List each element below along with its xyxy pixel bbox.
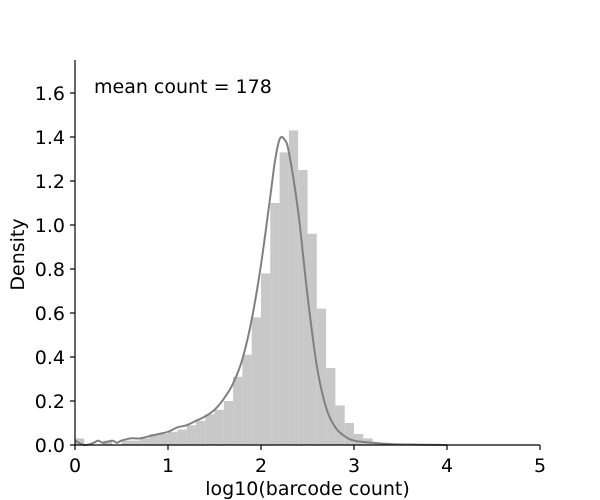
histogram-bar	[298, 170, 308, 445]
histogram-bar	[242, 354, 252, 445]
histogram-bar	[335, 405, 345, 445]
x-tick-label: 0	[69, 455, 81, 477]
histogram-bar	[326, 368, 336, 445]
histogram-bar	[261, 273, 271, 445]
y-tick-label: 1.2	[35, 171, 65, 193]
x-tick-label: 3	[348, 455, 360, 477]
histogram-bar	[279, 152, 289, 445]
y-tick-label: 0.6	[35, 303, 65, 325]
x-tick-label: 2	[255, 455, 267, 477]
histogram-bar	[121, 440, 131, 445]
histogram-bar	[270, 203, 280, 445]
histogram-bar	[344, 423, 354, 445]
kde-curve	[74, 135, 448, 447]
histogram-bar	[177, 429, 187, 445]
y-axis-title: Density	[7, 218, 29, 290]
histogram-bar	[149, 434, 159, 445]
histogram-bar	[251, 317, 261, 445]
y-tick-label: 0.0	[35, 435, 65, 457]
histogram-bars	[75, 130, 392, 445]
x-tick-label: 4	[441, 455, 453, 477]
y-tick-label: 0.8	[35, 259, 65, 281]
y-tick-label: 0.4	[35, 347, 65, 369]
histogram-bar	[195, 420, 206, 445]
histogram-bar	[186, 425, 196, 445]
x-axis-title: log10(barcode count)	[205, 478, 410, 500]
histogram-bar	[158, 434, 168, 445]
x-tick-label: 5	[534, 455, 546, 477]
mean-count-annotation: mean count = 178	[94, 76, 272, 98]
histogram-bar	[354, 434, 364, 445]
histogram-bar	[214, 409, 224, 445]
x-tick-label: 1	[162, 455, 174, 477]
histogram-bar	[102, 440, 113, 445]
histogram-bar	[288, 130, 299, 445]
histogram-bar	[316, 308, 327, 445]
histogram-bar	[205, 414, 215, 445]
histogram-bar	[223, 401, 234, 445]
histogram-bar	[168, 431, 178, 445]
histogram-bar	[233, 376, 243, 445]
y-tick-label: 1.0	[35, 215, 65, 237]
histogram-bar	[140, 438, 150, 445]
x-axis-ticks: 0 1 2 3 4 5	[69, 445, 546, 477]
histogram-bar	[75, 438, 85, 445]
histogram-bar	[130, 440, 141, 445]
y-axis-ticks: 0.0 0.2 0.4 0.6 0.8 1.0 1.2 1.4 1.6	[35, 83, 75, 457]
y-tick-label: 0.2	[35, 391, 65, 413]
y-tick-label: 1.6	[35, 83, 65, 105]
y-tick-label: 1.4	[35, 127, 65, 149]
